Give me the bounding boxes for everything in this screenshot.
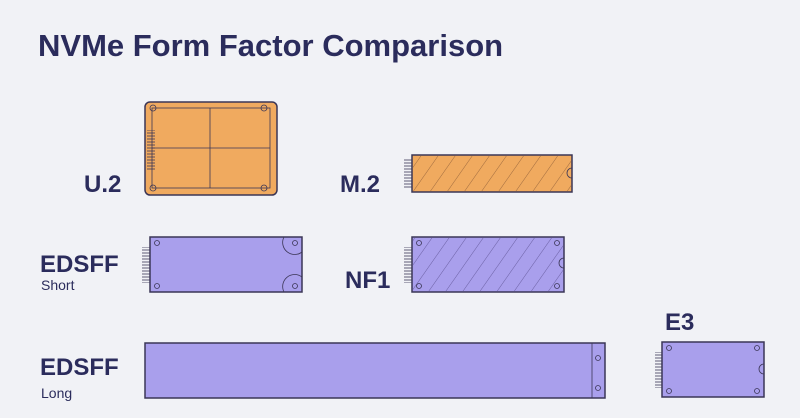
item-label: E3 [665,309,694,336]
edsff-short-drive [142,236,303,293]
edsff-long-drive [144,342,606,399]
item-label: EDSFF [40,354,119,381]
m2-drive [404,154,573,193]
nf1-drive [404,236,565,293]
title: NVMe Form Factor Comparison [38,28,503,63]
u2-drive [144,101,278,196]
item-sublabel: Long [41,385,72,401]
item-label: M.2 [340,171,380,198]
item-label: U.2 [84,171,121,198]
item-sublabel: Short [41,277,75,293]
item-label: NF1 [345,267,390,294]
item-label: EDSFF [40,251,119,278]
e3-drive [655,341,765,398]
